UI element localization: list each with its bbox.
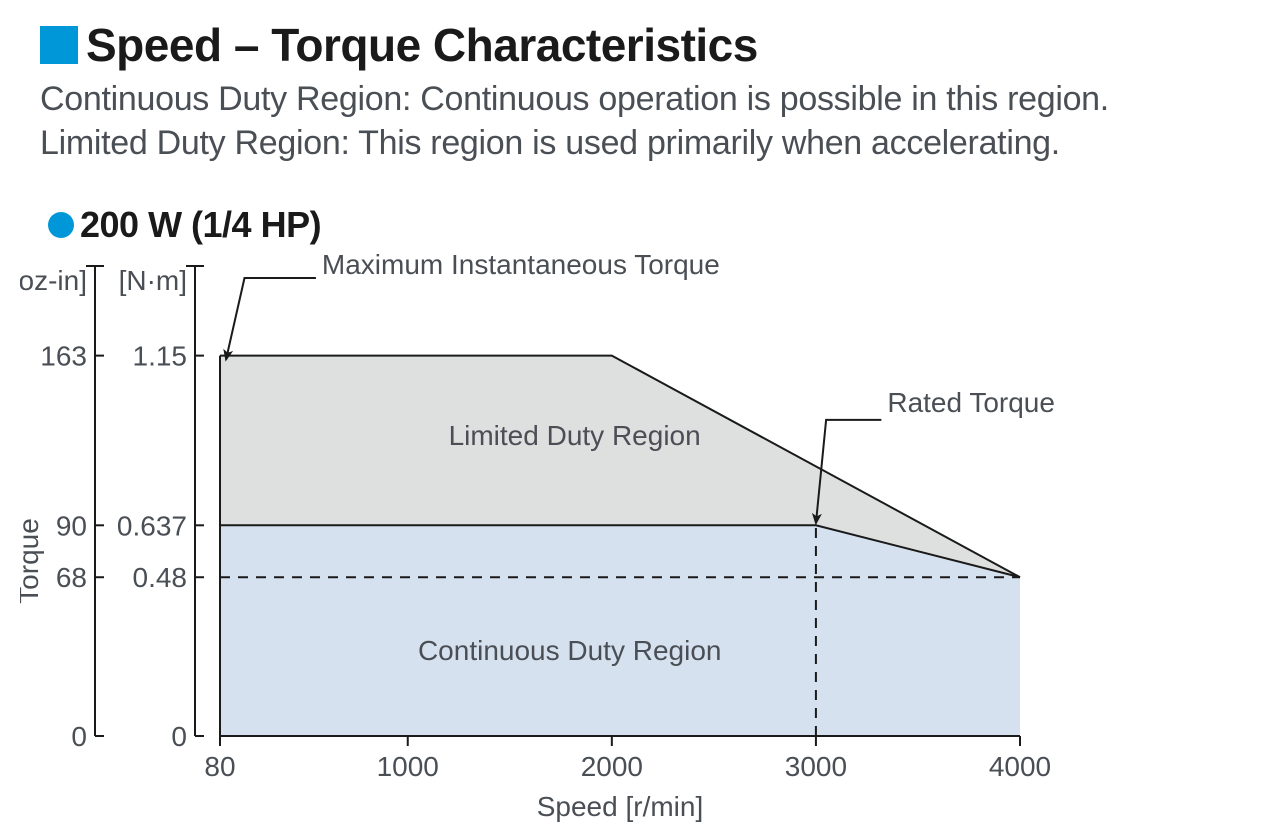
- page-root: Speed – Torque Characteristics Continuou…: [0, 0, 1280, 838]
- desc-line-1: Continuous Duty Region: Continuous opera…: [40, 80, 1109, 119]
- svg-text:163: 163: [40, 341, 87, 372]
- svg-text:1000: 1000: [377, 751, 439, 782]
- svg-text:2000: 2000: [581, 751, 643, 782]
- desc-line-2: Limited Duty Region: This region is used…: [40, 124, 1060, 163]
- rated-torque-callout: Rated Torque: [887, 387, 1055, 418]
- max-torque-callout: Maximum Instantaneous Torque: [322, 249, 720, 280]
- speed-torque-chart: 0 0 68 0.48 90 0.637 163 1.15 [oz-in] [N·m] 80 1000…: [20, 246, 1260, 836]
- svg-text:90: 90: [56, 510, 87, 541]
- svg-text:68: 68: [56, 562, 87, 593]
- svg-text:[oz-in]: [oz-in]: [20, 265, 87, 296]
- svg-text:Speed [r/min]: Speed [r/min]: [537, 791, 704, 822]
- section-title: Speed – Torque Characteristics: [86, 18, 758, 72]
- svg-text:0.48: 0.48: [133, 562, 188, 593]
- limited-region-label: Limited Duty Region: [449, 420, 701, 451]
- chart-subtitle: 200 W (1/4 HP): [80, 204, 321, 246]
- svg-text:0: 0: [171, 721, 187, 752]
- title-bullet-square: [40, 26, 78, 64]
- continuous-region-label: Continuous Duty Region: [418, 635, 722, 666]
- svg-text:1.15: 1.15: [133, 341, 188, 372]
- svg-text:80: 80: [204, 751, 235, 782]
- svg-text:0: 0: [71, 721, 87, 752]
- section-title-row: Speed – Torque Characteristics: [40, 18, 758, 72]
- subtitle-bullet-dot: [48, 212, 74, 238]
- svg-text:3000: 3000: [785, 751, 847, 782]
- svg-text:Torque: Torque: [20, 518, 44, 604]
- svg-text:[N·m]: [N·m]: [119, 265, 187, 296]
- svg-text:4000: 4000: [989, 751, 1051, 782]
- chart-subtitle-row: 200 W (1/4 HP): [48, 204, 321, 246]
- svg-text:0.637: 0.637: [117, 510, 187, 541]
